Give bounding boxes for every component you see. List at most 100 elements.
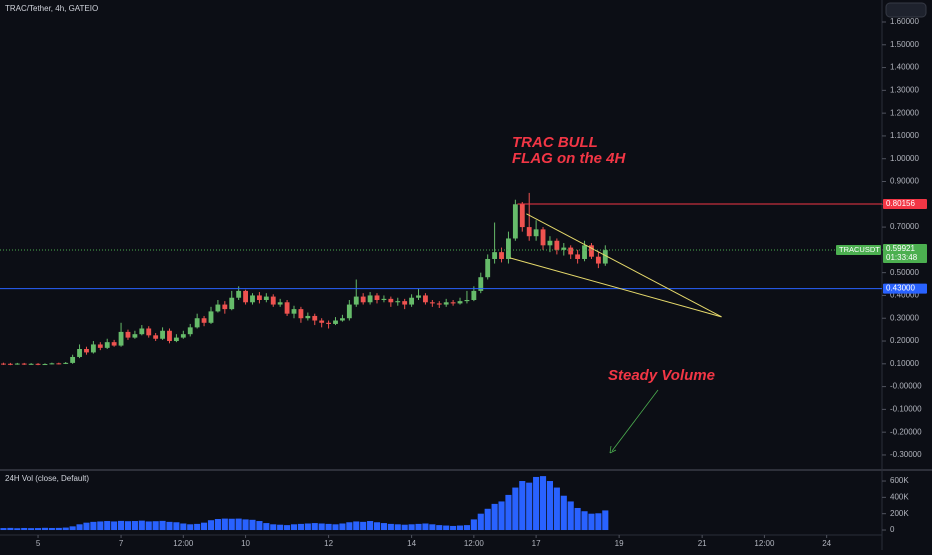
candle-body [485, 258, 491, 278]
volume-bar [387, 523, 394, 531]
volume-bar [41, 527, 49, 531]
x-tick-label: 24 [822, 539, 831, 548]
volume-bar [311, 523, 318, 531]
volume-bar [242, 519, 249, 531]
volume-bar [270, 524, 277, 531]
volume-bar [539, 476, 547, 531]
candle-body [104, 342, 110, 348]
volume-bar [574, 507, 581, 531]
candle-body [167, 330, 172, 342]
volume-bar [380, 523, 387, 531]
volume-bar [187, 524, 194, 531]
x-tick-label: 5 [36, 539, 41, 548]
x-tick-label: 12 [324, 539, 333, 548]
x-tick-label: 14 [407, 539, 416, 548]
volume-bar [553, 487, 560, 531]
x-tick-label: 12:00 [173, 539, 194, 548]
volume-bar [373, 522, 381, 531]
x-tick-label: 19 [615, 539, 624, 548]
candle-body [42, 364, 48, 366]
candle-body [561, 247, 567, 250]
y-tick-label: 1.40000 [890, 63, 919, 72]
candle-body [118, 331, 124, 346]
candle-body [409, 297, 415, 305]
volume-bar [297, 523, 304, 531]
volume-bar [519, 481, 526, 531]
y-tick-label: 1.10000 [890, 131, 919, 140]
volume-bar [228, 518, 235, 531]
last-price-label: 0.59921 [886, 244, 915, 253]
x-tick-label: 12:00 [464, 539, 485, 548]
candle-body [526, 227, 532, 237]
volume-bar [201, 522, 208, 531]
candle-body [160, 330, 165, 339]
candle-body [595, 256, 601, 264]
annotation: Steady Volume [608, 367, 715, 384]
symbol-box [836, 245, 881, 256]
candle-body [270, 296, 276, 305]
candle-body [582, 245, 587, 259]
x-tick-label: 17 [532, 539, 541, 548]
y-tick-label: 0.90000 [890, 177, 919, 186]
candle-body [381, 298, 387, 301]
volume-bar [450, 525, 457, 531]
volume-bar [69, 526, 76, 531]
last-price-box [883, 244, 927, 264]
volume-bar [588, 513, 595, 531]
volume-bar [408, 524, 415, 531]
y-tick-label: -0.30000 [890, 450, 922, 459]
volume-bar [159, 520, 166, 531]
volume-bar [491, 503, 498, 531]
candle-body [215, 304, 221, 312]
candle-body [512, 204, 518, 239]
volume-bar [526, 482, 533, 531]
volume-bar [353, 521, 360, 531]
candle-body [388, 298, 394, 303]
candle-body [346, 304, 352, 319]
candle-body [423, 295, 428, 303]
y-tick-label: 0.10000 [890, 359, 919, 368]
annotation: TRAC BULL [512, 134, 598, 151]
candle-body [575, 254, 581, 259]
volume-bar [436, 525, 443, 531]
candle-body [464, 300, 470, 302]
annotation: FLAG on the 4H [512, 150, 626, 167]
candle-body [340, 318, 345, 321]
candle-body [139, 328, 145, 335]
y-tick-label: -0.00000 [890, 382, 922, 391]
x-tick-label: 10 [241, 539, 250, 548]
volume-bar [194, 523, 201, 531]
volume-bar [484, 508, 491, 531]
candle-body [333, 320, 338, 324]
price-label: 0.43000 [886, 284, 915, 293]
volume-bar [263, 523, 270, 531]
volume-bar [602, 510, 609, 531]
price-label: 0.80156 [886, 199, 915, 208]
x-tick-label: 21 [698, 539, 707, 548]
candle-body [63, 362, 69, 364]
candle-body [84, 348, 89, 353]
candle-body [132, 334, 138, 338]
volume-bar [235, 518, 242, 531]
candle-body [243, 290, 248, 303]
volume-bar [256, 521, 263, 531]
candle-body [284, 302, 290, 314]
volume-bar [180, 523, 187, 531]
candle-body [450, 302, 456, 304]
volume-bar [463, 525, 470, 531]
volume-bar [443, 525, 450, 531]
volume-bar [28, 528, 35, 531]
settings-button[interactable] [885, 2, 927, 18]
candle-body [554, 240, 560, 250]
volume-bar [104, 521, 111, 531]
y-tick-label: 0.20000 [890, 336, 919, 345]
candle-body [326, 322, 332, 324]
candle-body [602, 250, 608, 264]
candle-body [367, 295, 373, 303]
volume-bar [249, 519, 256, 531]
volume-bar [360, 521, 367, 531]
volume-bar [581, 511, 588, 531]
volume-bar [498, 501, 505, 531]
candle-body [153, 335, 159, 339]
